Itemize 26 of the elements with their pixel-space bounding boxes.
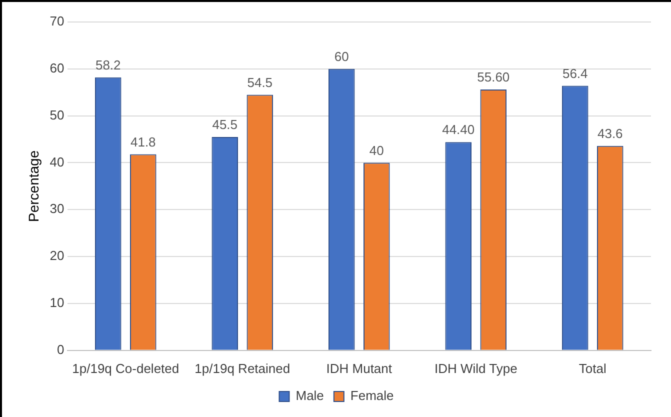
x-tick-label: IDH Mutant bbox=[326, 360, 392, 376]
y-tick-label: 60 bbox=[50, 60, 64, 76]
y-axis-title: Percentage bbox=[25, 150, 42, 222]
data-label: 58.2 bbox=[95, 57, 121, 72]
data-label: 55.60 bbox=[477, 70, 510, 85]
y-tick-label: 20 bbox=[50, 248, 64, 264]
data-label: 44.40 bbox=[442, 122, 475, 138]
y-tick-label: 0 bbox=[57, 342, 64, 357]
x-tick-label: IDH Wild Type bbox=[434, 360, 518, 376]
data-label: 60 bbox=[334, 48, 349, 64]
legend-label: Female bbox=[350, 388, 394, 404]
legend-label: Male bbox=[296, 388, 324, 404]
y-tick-label: 50 bbox=[50, 107, 64, 122]
data-label: 45.5 bbox=[212, 117, 238, 132]
x-tick-label: Total bbox=[578, 360, 606, 376]
data-label: 54.5 bbox=[247, 74, 273, 90]
y-tick-label: 40 bbox=[50, 154, 64, 170]
data-label: 56.4 bbox=[562, 66, 588, 81]
data-label: 41.8 bbox=[130, 134, 156, 150]
data-label: 40 bbox=[369, 142, 384, 158]
y-tick-label: 30 bbox=[50, 201, 64, 216]
y-tick-label: 10 bbox=[50, 295, 64, 310]
y-tick-label: 70 bbox=[50, 14, 64, 29]
data-label: 43.6 bbox=[597, 126, 623, 141]
x-tick-label: 1p/19q Co-deleted bbox=[72, 360, 180, 376]
x-tick-label: 1p/19q Retained bbox=[194, 360, 290, 376]
